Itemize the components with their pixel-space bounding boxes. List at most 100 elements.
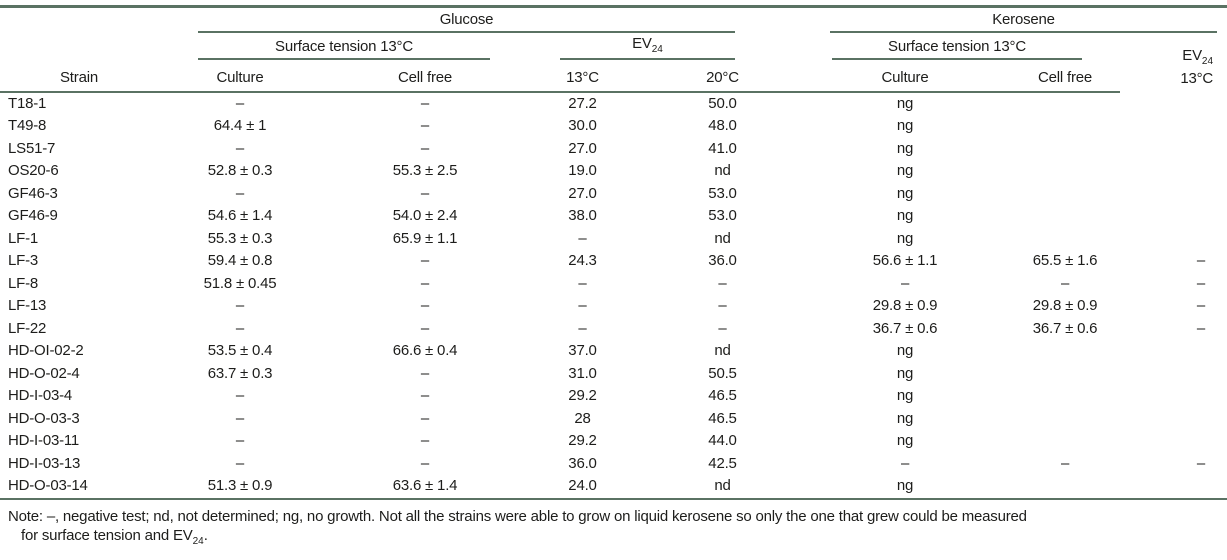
cell-kerosene-culture: ng (896, 342, 914, 359)
cell-glucose-cellfree: – (420, 274, 430, 292)
cell-kerosene-cellfree (1010, 408, 1120, 431)
cell-glucose-cellfree: – (420, 319, 430, 337)
cell-strain: HD-I-03-11 (8, 432, 80, 449)
cell-glucose-culture: – (235, 454, 245, 472)
cell-strain: LF-1 (8, 229, 39, 247)
cell-kerosene-ev-13c: – (1196, 319, 1206, 337)
cell-kerosene-ev-13c (1120, 385, 1227, 408)
cell-glucose-ev-13c: – (578, 319, 587, 337)
note-line-1: Note: –, negative test; nd, not determin… (8, 507, 1027, 525)
subgroup-header-row: Surface tension 13°C EV24 Surface tensio… (0, 33, 1227, 87)
ev-subscript: 24 (651, 43, 663, 55)
table-row: LF-8 51.8 ± 0.45 – – – – – – (0, 273, 1227, 296)
subgroup-label: Surface tension 13°C (888, 37, 1026, 55)
cell-kerosene-cellfree (1010, 160, 1120, 183)
cell-glucose-ev-20c: – (718, 319, 727, 337)
subgroup-label: Surface tension 13°C (275, 37, 413, 55)
cell-kerosene-cellfree (1010, 183, 1120, 206)
cell-glucose-culture: – (235, 184, 245, 202)
subgroup-label: EV (1182, 46, 1202, 64)
cell-glucose-cellfree: 65.9 ± 1.1 (392, 229, 458, 247)
cell-kerosene-cellfree (1010, 363, 1120, 386)
cell-kerosene-cellfree (1010, 92, 1120, 116)
col-header-kerosene-culture: Culture (800, 59, 1011, 93)
subgroup-label: EV (632, 34, 652, 52)
cell-kerosene-culture: 56.6 ± 1.1 (872, 252, 938, 269)
cell-glucose-ev-13c: 29.2 (568, 387, 597, 404)
cell-glucose-culture: – (235, 139, 245, 157)
cell-kerosene-ev-13c (1120, 115, 1227, 138)
cell-glucose-ev-20c: nd (714, 342, 731, 359)
table-row: LF-22 – – – – 36.7 ± 0.6 36.7 ± 0.6 – (0, 318, 1227, 341)
cell-glucose-ev-13c: – (578, 297, 587, 314)
cell-glucose-culture: 54.6 ± 1.4 (207, 207, 273, 224)
cell-kerosene-ev-13c (1120, 183, 1227, 206)
table-row: GF46-9 54.6 ± 1.4 54.0 ± 2.4 38.0 53.0 ng (0, 205, 1227, 228)
cell-glucose-ev-13c: 37.0 (568, 342, 597, 359)
cell-kerosene-culture: ng (896, 117, 914, 134)
cell-glucose-ev-13c: 31.0 (568, 364, 597, 382)
cell-strain: T49-8 (8, 117, 47, 134)
cell-glucose-culture: 63.7 ± 0.3 (207, 364, 273, 382)
group-label-glucose: Glucose (439, 10, 494, 28)
cell-kerosene-ev-13c (1120, 92, 1227, 116)
cell-kerosene-culture: ng (896, 94, 914, 112)
cell-kerosene-ev-13c (1120, 408, 1227, 431)
cell-glucose-ev-20c: 36.0 (708, 252, 737, 269)
cell-glucose-cellfree: – (420, 387, 430, 404)
cell-kerosene-culture: ng (896, 139, 914, 157)
cell-glucose-culture: – (235, 297, 245, 314)
cell-glucose-culture: – (235, 432, 245, 449)
cell-kerosene-culture: ng (896, 364, 914, 382)
group-header-glucose: Glucose (150, 7, 800, 33)
cell-kerosene-cellfree: 36.7 ± 0.6 (1032, 319, 1098, 337)
cell-glucose-cellfree: – (420, 432, 430, 449)
cell-kerosene-cellfree (1010, 228, 1120, 251)
cell-glucose-ev-20c: – (718, 297, 727, 314)
group-header-spacer (0, 7, 150, 33)
cell-glucose-ev-20c: 53.0 (708, 207, 737, 224)
table-row: LF-13 – – – – 29.8 ± 0.9 29.8 ± 0.9 – (0, 295, 1227, 318)
table-row: LF-1 55.3 ± 0.3 65.9 ± 1.1 – nd ng (0, 228, 1227, 251)
cell-kerosene-cellfree: 29.8 ± 0.9 (1032, 297, 1098, 314)
cell-glucose-cellfree: – (420, 454, 430, 472)
cell-kerosene-culture: ng (800, 475, 1011, 500)
cell-kerosene-ev-13c (1120, 205, 1227, 228)
cell-kerosene-ev-13c (1120, 430, 1227, 453)
cell-glucose-ev-13c: 27.0 (568, 184, 597, 202)
cell-strain: T18-1 (8, 94, 47, 112)
cell-glucose-culture: – (235, 409, 245, 427)
cell-strain: HD-O-02-4 (8, 364, 80, 382)
cell-glucose-culture: 52.8 ± 0.3 (207, 162, 273, 179)
subgroup-header-kerosene-surface-tension: Surface tension 13°C (800, 33, 1120, 60)
cell-glucose-culture: – (235, 319, 245, 337)
subgroup-header-glucose-ev24: EV24 (520, 33, 800, 60)
cell-kerosene-cellfree: – (1060, 274, 1070, 292)
cell-kerosene-culture: ng (896, 162, 914, 179)
results-table: Glucose Kerosene Surface tension 13°C EV… (0, 5, 1227, 500)
cell-glucose-cellfree: – (420, 117, 430, 134)
table-row: HD-I-03-4 – – 29.2 46.5 ng (0, 385, 1227, 408)
cell-strain: LF-3 (8, 252, 39, 269)
cell-strain: HD-O-03-3 (8, 409, 80, 427)
cell-strain: LF-13 (8, 297, 47, 314)
note-line-2: for surface tension and EV24. (8, 526, 1219, 551)
cell-glucose-cellfree: – (420, 297, 430, 314)
subgroup-header-spacer (0, 33, 150, 60)
column-header-row: Strain Culture Cell free 13°C 20°C Cultu… (0, 59, 1227, 93)
cell-kerosene-ev-13c (1120, 340, 1227, 363)
table-row: HD-O-03-3 – – 28 46.5 ng (0, 408, 1227, 431)
cell-kerosene-cellfree (1010, 340, 1120, 363)
cell-strain: GF46-9 (8, 207, 58, 224)
cell-glucose-culture: 55.3 ± 0.3 (207, 229, 273, 247)
cell-glucose-culture: – (235, 94, 245, 112)
cell-kerosene-culture: ng (896, 409, 914, 427)
col-header-glucose-ev-13c: 13°C (520, 59, 645, 93)
table-row: HD-OI-02-2 53.5 ± 0.4 66.6 ± 0.4 37.0 nd ng (0, 340, 1227, 363)
cell-kerosene-culture: ng (896, 184, 914, 202)
table-row: GF46-3 – – 27.0 53.0 ng (0, 183, 1227, 206)
cell-glucose-ev-13c: 30.0 (568, 117, 597, 134)
cell-kerosene-ev-13c: – (1196, 297, 1206, 314)
cell-glucose-ev-20c: 50.5 (708, 364, 737, 382)
table-note: Note: –, negative test; nd, not determin… (0, 507, 1227, 551)
